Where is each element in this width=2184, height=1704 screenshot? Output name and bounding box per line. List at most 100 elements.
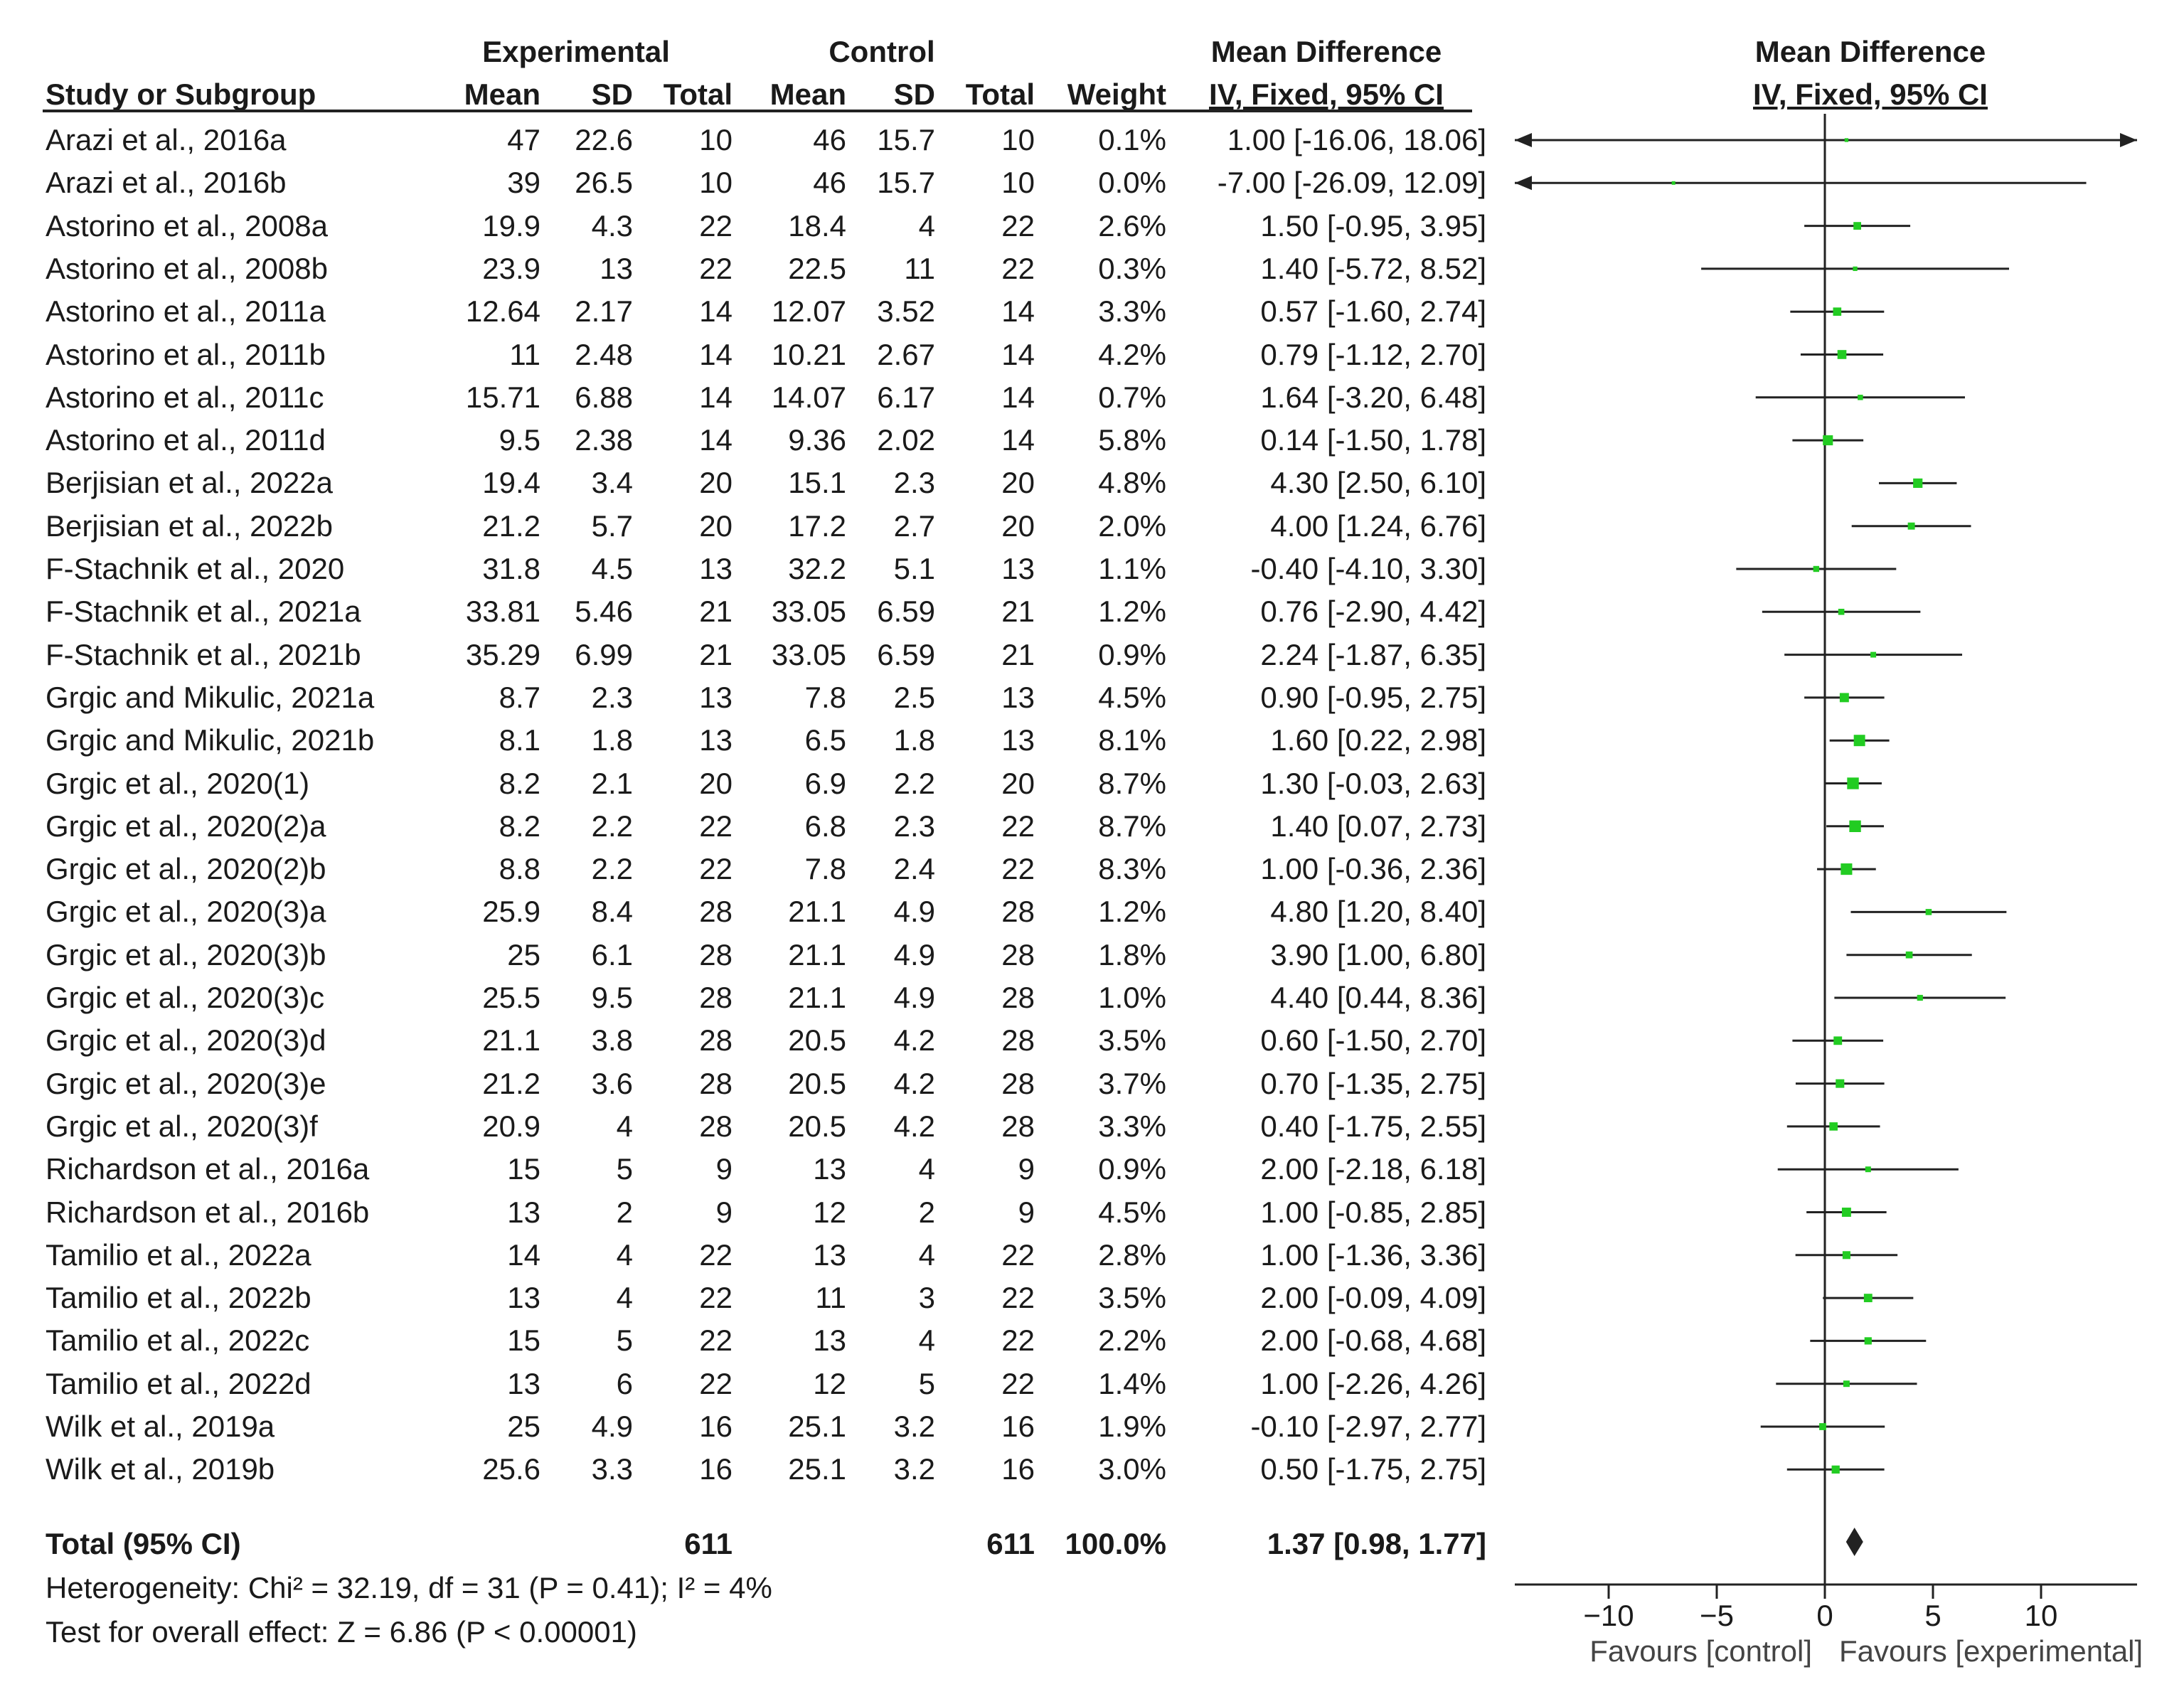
row-e-mean: 19.4 xyxy=(482,466,540,500)
row-c-sd: 2.67 xyxy=(877,337,935,371)
row-study: Grgic et al., 2020(2)a xyxy=(46,809,326,843)
row-weight: 0.9% xyxy=(1098,637,1166,671)
row-e-total: 28 xyxy=(699,981,733,1014)
row-c-total: 22 xyxy=(1001,208,1035,243)
row-ci: 1.40 [-5.72, 8.52] xyxy=(1260,251,1486,285)
row-c-sd: 15.7 xyxy=(877,123,935,156)
row-c-total: 22 xyxy=(1001,1324,1035,1358)
row-c-mean: 9.36 xyxy=(788,423,846,457)
row-ci: 0.70 [-1.35, 2.75] xyxy=(1260,1066,1486,1100)
row-e-sd: 26.5 xyxy=(575,166,633,200)
total-c-total: 611 xyxy=(986,1527,1035,1560)
row-c-sd: 4.2 xyxy=(893,1023,935,1058)
point-estimate xyxy=(1865,1166,1871,1173)
row-c-total: 22 xyxy=(1001,1237,1035,1272)
row-weight: 0.9% xyxy=(1098,1152,1166,1186)
row-e-total: 22 xyxy=(699,1237,733,1272)
row-e-mean: 19.9 xyxy=(482,208,540,243)
point-estimate xyxy=(1839,693,1849,703)
row-e-sd: 2.2 xyxy=(591,852,633,886)
row-e-total: 9 xyxy=(715,1152,733,1186)
row-weight: 3.5% xyxy=(1098,1023,1166,1058)
row-study: Grgic et al., 2020(3)f xyxy=(46,1109,318,1143)
row-study: Grgic and Mikulic, 2021b xyxy=(46,723,375,757)
row-c-sd: 6.59 xyxy=(877,637,935,671)
header-experimental: Experimental xyxy=(482,35,670,68)
row-e-total: 13 xyxy=(699,723,733,757)
point-estimate xyxy=(1819,1423,1826,1430)
row-c-sd: 2.2 xyxy=(893,766,935,800)
row-e-sd: 3.6 xyxy=(591,1066,633,1100)
row-c-mean: 18.4 xyxy=(788,208,846,243)
row-e-mean: 21.1 xyxy=(482,1023,540,1058)
row-e-total: 10 xyxy=(699,166,733,200)
point-estimate xyxy=(1853,735,1865,747)
row-e-mean: 25.5 xyxy=(482,981,540,1014)
row-e-sd: 2.1 xyxy=(591,766,633,800)
point-estimate xyxy=(1864,1337,1872,1345)
row-c-mean: 20.5 xyxy=(788,1066,846,1100)
point-estimate xyxy=(1925,909,1932,915)
point-estimate xyxy=(1831,1465,1840,1474)
row-c-sd: 4 xyxy=(918,1237,935,1272)
row-weight: 2.8% xyxy=(1098,1237,1166,1272)
row-e-total: 22 xyxy=(699,1324,733,1358)
row-c-mean: 25.1 xyxy=(788,1452,846,1486)
row-study: Grgic et al., 2020(2)b xyxy=(46,852,326,886)
row-c-mean: 14.07 xyxy=(771,380,846,414)
row-e-sd: 22.6 xyxy=(575,123,633,156)
row-c-sd: 11 xyxy=(904,251,935,285)
row-c-total: 20 xyxy=(1001,766,1035,800)
row-study: Astorino et al., 2008a xyxy=(46,208,328,243)
row-weight: 2.0% xyxy=(1098,508,1166,543)
row-c-mean: 33.05 xyxy=(771,595,846,629)
row-e-sd: 2.3 xyxy=(591,680,633,714)
row-c-sd: 3.52 xyxy=(877,294,935,329)
row-c-total: 9 xyxy=(1018,1195,1035,1229)
row-c-total: 13 xyxy=(1001,552,1035,585)
row-e-mean: 13 xyxy=(507,1195,540,1229)
row-e-mean: 47 xyxy=(507,123,540,156)
row-c-total: 10 xyxy=(1001,123,1035,156)
point-estimate xyxy=(1863,1294,1873,1303)
row-e-mean: 8.1 xyxy=(499,723,540,757)
row-e-total: 14 xyxy=(699,423,733,457)
row-weight: 1.2% xyxy=(1098,895,1166,929)
row-c-sd: 4.9 xyxy=(893,895,935,929)
row-study: Grgic et al., 2020(3)d xyxy=(46,1023,326,1058)
row-e-mean: 15 xyxy=(507,1324,540,1358)
col-c-total: Total xyxy=(965,78,1035,111)
row-e-sd: 3.4 xyxy=(591,466,633,500)
row-c-total: 20 xyxy=(1001,466,1035,500)
row-weight: 1.2% xyxy=(1098,595,1166,629)
point-estimate xyxy=(1917,994,1923,1001)
row-study: Astorino et al., 2011d xyxy=(46,423,326,457)
point-estimate xyxy=(1841,863,1853,875)
row-weight: 4.2% xyxy=(1098,337,1166,371)
row-c-total: 22 xyxy=(1001,1366,1035,1400)
row-ci: 0.90 [-0.95, 2.75] xyxy=(1260,680,1486,714)
point-estimate xyxy=(1833,1036,1843,1045)
row-study: Grgic et al., 2020(3)b xyxy=(46,937,326,971)
row-e-mean: 9.5 xyxy=(499,423,540,457)
row-c-mean: 25.1 xyxy=(788,1410,846,1443)
row-weight: 8.7% xyxy=(1098,809,1166,843)
row-c-sd: 2.3 xyxy=(893,809,935,843)
row-weight: 4.5% xyxy=(1098,680,1166,714)
point-estimate xyxy=(1838,608,1845,615)
row-c-sd: 2.02 xyxy=(877,423,935,457)
row-study: Grgic et al., 2020(3)e xyxy=(46,1066,326,1100)
row-c-sd: 4 xyxy=(918,1324,935,1358)
row-e-mean: 11 xyxy=(509,337,540,371)
row-c-sd: 2 xyxy=(918,1195,935,1229)
row-c-mean: 17.2 xyxy=(788,508,846,543)
row-ci: -0.10 [-2.97, 2.77] xyxy=(1250,1410,1486,1443)
row-ci: 1.40 [0.07, 2.73] xyxy=(1270,809,1486,843)
point-estimate xyxy=(1858,395,1863,400)
row-e-sd: 8.4 xyxy=(591,895,633,929)
row-study: Grgic et al., 2020(3)a xyxy=(46,895,326,929)
row-e-total: 20 xyxy=(699,508,733,543)
row-e-sd: 5.7 xyxy=(591,508,633,543)
row-e-mean: 35.29 xyxy=(465,637,540,671)
